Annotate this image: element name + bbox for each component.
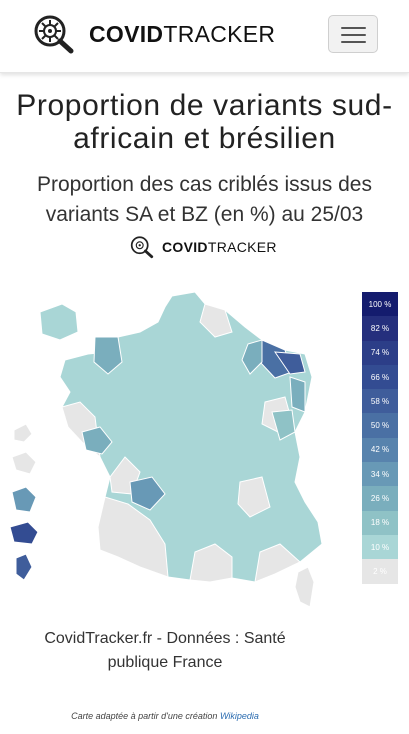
brand-logo[interactable]: COVIDTRACKER bbox=[33, 14, 275, 54]
legend-item: 50 % bbox=[362, 413, 398, 438]
page-subtitle: Proportion des cas criblés issus des var… bbox=[37, 173, 372, 226]
virus-magnifier-icon bbox=[130, 236, 154, 259]
legend-item: 82 % bbox=[362, 316, 398, 341]
legend-item: 10 % bbox=[362, 534, 398, 560]
watermark-logo: COVIDTRACKER bbox=[130, 235, 277, 259]
brand-name: COVIDTRACKER bbox=[89, 20, 276, 47]
map-legend: 100 % 82 % 74 % 66 % 58 % 50 % 42 % 34 %… bbox=[362, 292, 398, 584]
legend-item: 42 % bbox=[362, 437, 398, 463]
legend-item: 100 % bbox=[362, 292, 398, 317]
menu-toggle-button[interactable] bbox=[328, 15, 378, 53]
legend-item: 2 % bbox=[362, 559, 398, 584]
legend-item: 26 % bbox=[362, 486, 398, 511]
legend-item: 74 % bbox=[362, 340, 398, 365]
legend-item: 66 % bbox=[362, 364, 398, 390]
wikipedia-link[interactable]: Wikipedia bbox=[219, 711, 259, 721]
legend-item: 18 % bbox=[362, 510, 398, 535]
virus-magnifier-icon bbox=[34, 15, 74, 54]
legend-item: 34 % bbox=[362, 462, 398, 487]
page-title: Proportion de variants sud-africain et b… bbox=[16, 89, 393, 155]
navbar: COVIDTRACKER bbox=[0, 0, 409, 73]
data-credit: CovidTracker.fr - Données : Santé publiq… bbox=[44, 630, 286, 671]
legend-item: 58 % bbox=[362, 389, 398, 414]
map-source-note: Carte adaptée à partir d'une création Wi… bbox=[71, 711, 259, 721]
hamburger-menu-icon bbox=[341, 27, 366, 29]
france-map[interactable] bbox=[0, 282, 409, 622]
